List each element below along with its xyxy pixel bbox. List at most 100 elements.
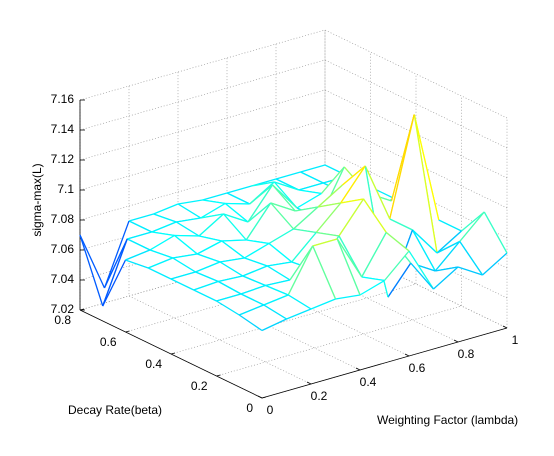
mesh-edge: [239, 304, 264, 316]
mesh-edge: [125, 249, 151, 261]
mesh-cell: [365, 166, 413, 297]
mesh-cell: [251, 179, 299, 190]
mesh-edge: [245, 202, 272, 241]
mesh-cell: [414, 114, 462, 253]
mesh-edge: [338, 198, 365, 237]
mesh-edge: [240, 293, 265, 306]
x-tick-label: 0.4: [360, 375, 377, 389]
y-tick-label: 0.8: [54, 313, 71, 327]
mesh-edge: [267, 261, 292, 267]
mesh-edge: [413, 114, 440, 221]
mesh-edge: [274, 181, 299, 191]
mesh-edge: [174, 234, 198, 255]
mesh-edge: [193, 289, 217, 302]
mesh-cell: [104, 221, 152, 288]
mesh-edge: [482, 252, 508, 276]
mesh-edge: [202, 192, 228, 201]
mesh-edge: [389, 218, 413, 231]
mesh-edge: [412, 229, 438, 254]
mesh-edge: [244, 242, 270, 259]
x-tick-label: 0.2: [311, 389, 328, 403]
mesh-edge: [340, 165, 366, 204]
mesh-edge: [247, 184, 274, 223]
mesh-edge: [434, 241, 461, 272]
z-tick-label: 7.1: [57, 182, 74, 196]
z-tick-label: 7.06: [51, 242, 75, 256]
mesh-cell: [176, 214, 224, 236]
y-tick-label: 0.2: [191, 379, 208, 393]
mesh-edge: [202, 199, 226, 205]
mesh-edge: [298, 182, 324, 191]
mesh-edge: [361, 276, 385, 282]
mesh-edge: [336, 238, 363, 278]
mesh-edge: [195, 271, 219, 283]
mesh-edge: [287, 294, 312, 310]
mesh-edge: [265, 284, 289, 296]
mesh-edge: [411, 229, 436, 272]
mesh-cell: [293, 203, 341, 233]
mesh-cell: [288, 246, 336, 309]
mesh-cell: [246, 203, 294, 244]
y-tick: [261, 396, 267, 399]
mesh-edge: [300, 164, 326, 173]
z-axis-label: sigma-max(L): [30, 163, 44, 236]
mesh-edge: [459, 211, 485, 242]
mesh-edge: [296, 192, 322, 209]
mesh-cell: [263, 295, 311, 319]
mesh-cell: [151, 222, 199, 236]
mesh-cell: [200, 203, 248, 222]
mesh-edge: [226, 185, 252, 194]
grid-line: [226, 58, 410, 357]
mesh-edge: [126, 238, 151, 251]
mesh-edge: [216, 300, 240, 316]
mesh-edge: [410, 262, 434, 290]
mesh-edge: [219, 257, 245, 263]
mesh-edge: [436, 240, 461, 254]
mesh-edge: [389, 114, 415, 220]
grid-line: [79, 59, 508, 149]
mesh-edge: [149, 234, 175, 251]
mesh-edge: [196, 240, 223, 255]
mesh-edge: [195, 261, 221, 273]
mesh-edge: [321, 166, 345, 194]
grid-line: [79, 119, 508, 209]
x-tick: [306, 381, 312, 385]
z-tick-label: 7.16: [51, 92, 75, 106]
z-tick-label: 7.02: [51, 302, 75, 316]
grid-line: [79, 149, 508, 239]
mesh-cell: [276, 172, 324, 190]
x-tick: [404, 353, 410, 357]
mesh-edge: [317, 202, 341, 208]
mesh-edge: [246, 239, 270, 245]
grid-line: [324, 30, 508, 329]
mesh-edge: [268, 228, 294, 245]
mesh-edge: [316, 231, 340, 237]
mesh-edge: [148, 257, 173, 269]
x-tick: [502, 325, 508, 329]
z-tick-label: 7.04: [51, 272, 75, 286]
mesh-edge: [238, 314, 263, 332]
mesh-cell: [127, 232, 175, 250]
mesh-edge: [413, 114, 438, 254]
mesh-cell: [435, 241, 483, 275]
mesh-edge: [251, 181, 275, 187]
mesh-edge: [170, 271, 196, 280]
x-tick: [355, 367, 361, 371]
x-tick: [257, 395, 263, 399]
mesh-edge: [364, 165, 391, 220]
y-axis-label: Decay Rate(beta): [68, 403, 162, 417]
mesh-edge: [435, 266, 459, 272]
mesh-edge: [151, 221, 177, 233]
mesh-edge: [200, 202, 226, 219]
mesh-cell: [388, 230, 436, 297]
mesh-edge: [223, 213, 249, 223]
mesh-edge: [263, 304, 287, 320]
mesh-edge: [268, 242, 293, 263]
mesh-edge: [295, 206, 319, 212]
mesh-edge: [128, 213, 154, 222]
mesh-edge: [127, 231, 152, 240]
mesh-edge: [244, 257, 268, 267]
x-tick-label: 0.6: [409, 361, 426, 375]
mesh-cell: [265, 246, 313, 295]
x-tick: [453, 339, 459, 343]
